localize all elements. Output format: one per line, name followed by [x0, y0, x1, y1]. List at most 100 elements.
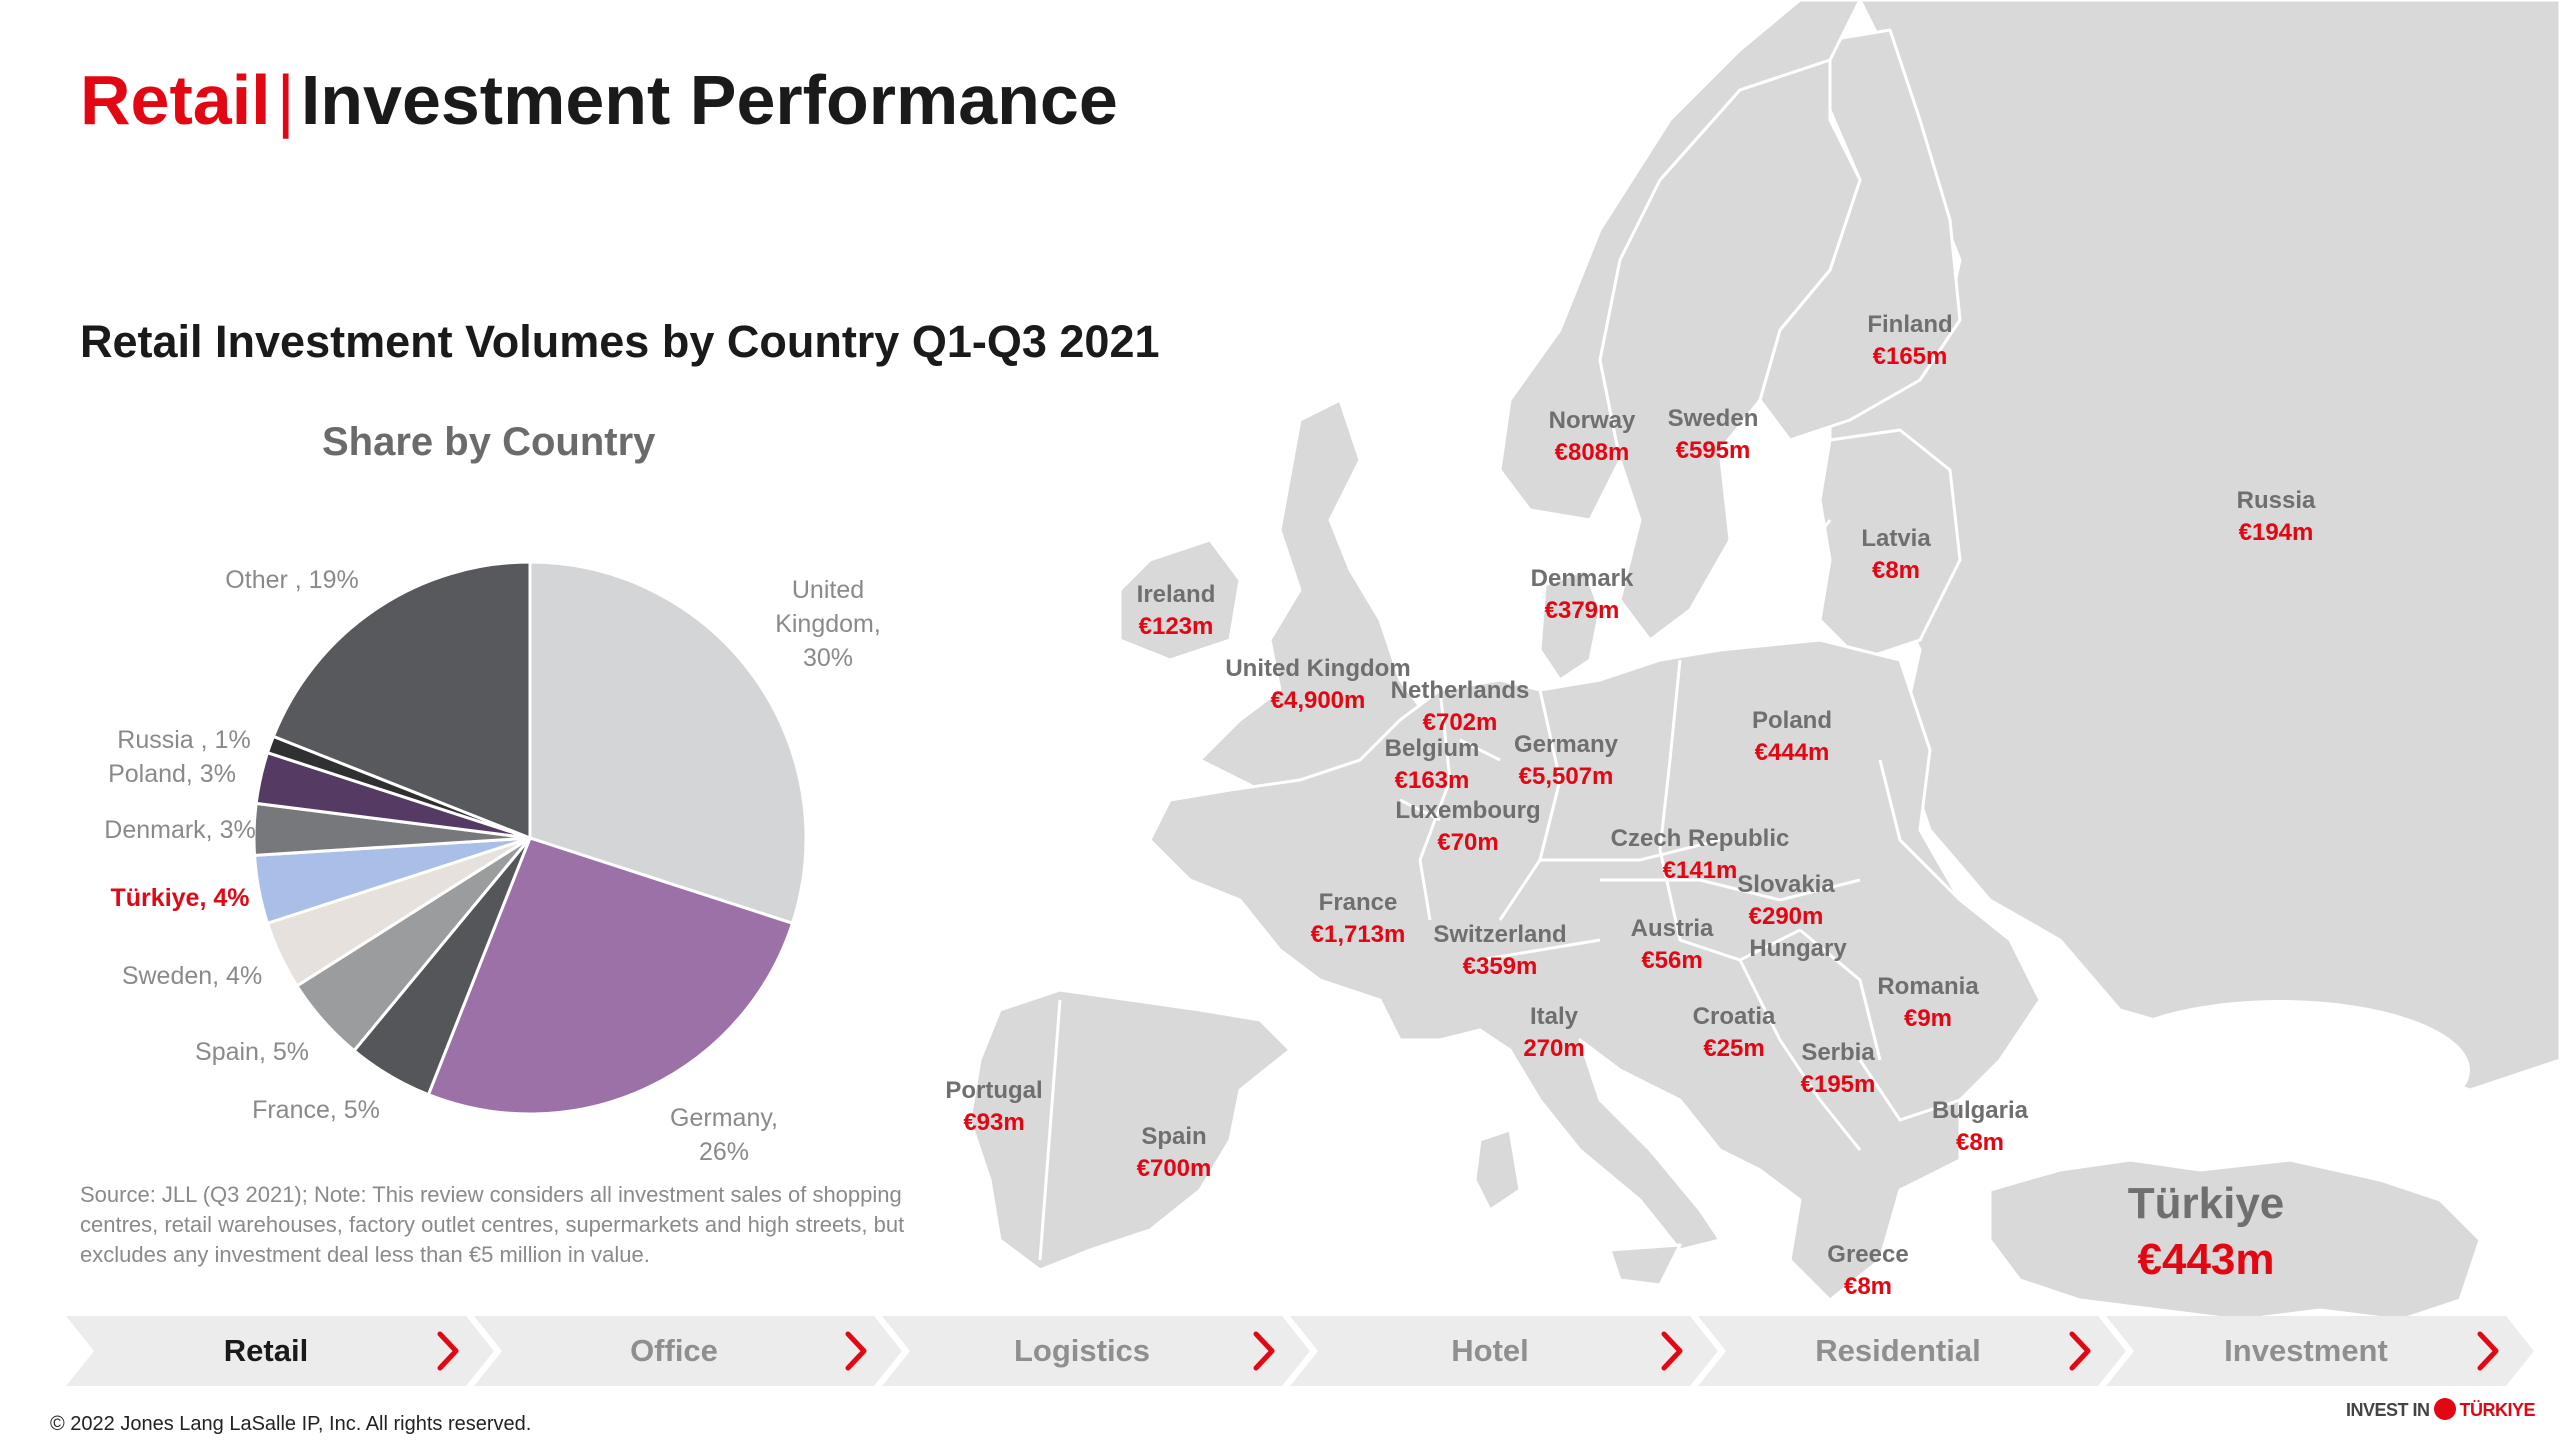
label-france: France €1,713m	[1311, 889, 1406, 948]
pie-title: Share by Country	[322, 420, 656, 464]
tab-logistics-label: Logistics	[1013, 1333, 1151, 1368]
label-russia-value: €194m	[2239, 519, 2314, 546]
label-sweden-value: €595m	[1676, 437, 1751, 464]
label-turkiye: Türkiye €443m	[2128, 1179, 2285, 1284]
tab-hotel-background	[1290, 1316, 1718, 1386]
label-turkiye-value: €443m	[2137, 1235, 2274, 1284]
label-austria: Austria €56m	[1631, 915, 1714, 974]
tab-logistics[interactable]: Logistics	[882, 1316, 1310, 1386]
chart-subtitle: Retail Investment Volumes by Country Q1-…	[80, 316, 1160, 367]
copyright: © 2022 Jones Lang LaSalle IP, Inc. All r…	[50, 1413, 532, 1435]
label-belgium-value: €163m	[1395, 767, 1470, 794]
label-bulgaria-value: €8m	[1956, 1129, 2004, 1156]
chevron-right-icon	[2069, 1331, 2091, 1371]
label-czech-name: Czech Republic	[1611, 825, 1790, 852]
tab-retail-background	[66, 1316, 494, 1386]
land-iberia	[968, 988, 1292, 1272]
label-switzerland-value: €359m	[1463, 953, 1538, 980]
label-greece-value: €8m	[1844, 1273, 1892, 1300]
label-germany: Germany €5,507m	[1514, 731, 1619, 790]
label-serbia-value: €195m	[1801, 1071, 1876, 1098]
label-netherlands: Netherlands €702m	[1391, 677, 1530, 736]
label-spain-value: €700m	[1137, 1155, 1212, 1182]
label-uk: United Kingdom €4,900m	[1225, 655, 1410, 714]
label-belgium-name: Belgium	[1385, 735, 1480, 762]
tab-residential-label: Residential	[1815, 1333, 1981, 1368]
label-ireland: Ireland €123m	[1137, 581, 1216, 640]
label-luxembourg-name: Luxembourg	[1395, 797, 1540, 824]
label-czech-value: €141m	[1663, 857, 1738, 884]
source-note: Source: JLL (Q3 2021); Note: This review…	[80, 1182, 905, 1267]
land-turkiye	[1988, 1158, 2482, 1322]
chevron-right-icon	[845, 1331, 867, 1371]
label-spain-name: Spain	[1141, 1123, 1206, 1150]
pie-label-poland: Poland, 3%	[108, 760, 236, 788]
map-labels: Finland €165m Norway €808m Sweden €595m Rus…	[945, 311, 2316, 1300]
label-norway-name: Norway	[1549, 407, 1636, 434]
tab-investment[interactable]: Investment	[2106, 1316, 2534, 1386]
label-belgium: Belgium €163m	[1385, 735, 1480, 794]
label-croatia: Croatia €25m	[1693, 1003, 1776, 1062]
label-uk-value: €4,900m	[1271, 687, 1366, 714]
label-sweden-name: Sweden	[1668, 405, 1759, 432]
label-portugal-value: €93m	[963, 1109, 1024, 1136]
label-austria-value: €56m	[1641, 947, 1702, 974]
label-romania: Romania €9m	[1877, 973, 1979, 1032]
label-latvia: Latvia €8m	[1861, 525, 1931, 584]
page-title-separator: |	[276, 61, 295, 139]
label-turkiye-name: Türkiye	[2128, 1179, 2285, 1228]
tab-investment-background	[2106, 1316, 2534, 1386]
section-nav: Retail Office Logistics Hotel Residential Inv…	[66, 1316, 2560, 1386]
label-luxembourg: Luxembourg €70m	[1395, 797, 1540, 856]
label-netherlands-value: €702m	[1423, 709, 1498, 736]
label-russia: Russia €194m	[2237, 487, 2316, 546]
chevron-right-icon	[437, 1331, 459, 1371]
tab-office[interactable]: Office	[474, 1316, 902, 1386]
tab-hotel-label: Hotel	[1451, 1333, 1529, 1368]
label-italy: Italy 270m	[1523, 1003, 1584, 1062]
label-portugal: Portugal €93m	[945, 1077, 1042, 1136]
tab-residential[interactable]: Residential	[1698, 1316, 2126, 1386]
tab-retail[interactable]: Retail	[66, 1316, 494, 1386]
label-finland: Finland €165m	[1867, 311, 1952, 370]
map-land	[968, 0, 2560, 1357]
label-hungary-name: Hungary	[1749, 935, 1847, 962]
label-sweden: Sweden €595m	[1668, 405, 1759, 464]
tab-office-label: Office	[630, 1333, 718, 1368]
brand-suffix: TÜRKIYE	[2459, 1400, 2536, 1420]
label-slovakia: Slovakia €290m	[1737, 871, 1835, 930]
label-luxembourg-value: €70m	[1437, 829, 1498, 856]
invest-in-turkiye-logo: INVEST IN TÜRKIYE	[2346, 1398, 2536, 1422]
label-ireland-value: €123m	[1139, 613, 1214, 640]
pie-slice-germany	[426, 836, 795, 1116]
label-greece-name: Greece	[1827, 1241, 1908, 1268]
pie-slices	[252, 560, 808, 1116]
tab-office-background	[474, 1316, 902, 1386]
label-denmark-value: €379m	[1545, 597, 1620, 624]
land-denmark	[1538, 568, 1602, 682]
land-mainland	[1148, 638, 2042, 1302]
tab-logistics-background	[882, 1316, 1310, 1386]
label-netherlands-name: Netherlands	[1391, 677, 1530, 704]
label-romania-name: Romania	[1877, 973, 1979, 1000]
label-denmark: Denmark €379m	[1531, 565, 1634, 624]
brand-mark-icon	[2433, 1398, 2456, 1421]
label-italy-name: Italy	[1530, 1003, 1579, 1030]
label-norway-value: €808m	[1555, 439, 1630, 466]
tab-hotel[interactable]: Hotel	[1290, 1316, 1718, 1386]
label-croatia-value: €25m	[1703, 1035, 1764, 1062]
label-latvia-value: €8m	[1872, 557, 1920, 584]
black-sea	[2090, 1000, 2470, 1140]
label-serbia-name: Serbia	[1801, 1039, 1875, 1066]
tab-investment-label: Investment	[2224, 1333, 2388, 1368]
land-ireland	[1118, 538, 1242, 662]
chevron-right-icon	[1253, 1331, 1275, 1371]
page-title-main: Investment Performance	[300, 61, 1118, 139]
label-france-value: €1,713m	[1311, 921, 1406, 948]
pie-label-united-kingdom: United Kingdom, 30%	[775, 576, 881, 672]
label-switzerland: Switzerland €359m	[1433, 921, 1566, 980]
label-greece: Greece €8m	[1827, 1241, 1908, 1300]
label-switzerland-name: Switzerland	[1433, 921, 1566, 948]
pie-label-germany: Germany, 26%	[670, 1104, 778, 1166]
label-bulgaria: Bulgaria €8m	[1932, 1097, 2029, 1156]
